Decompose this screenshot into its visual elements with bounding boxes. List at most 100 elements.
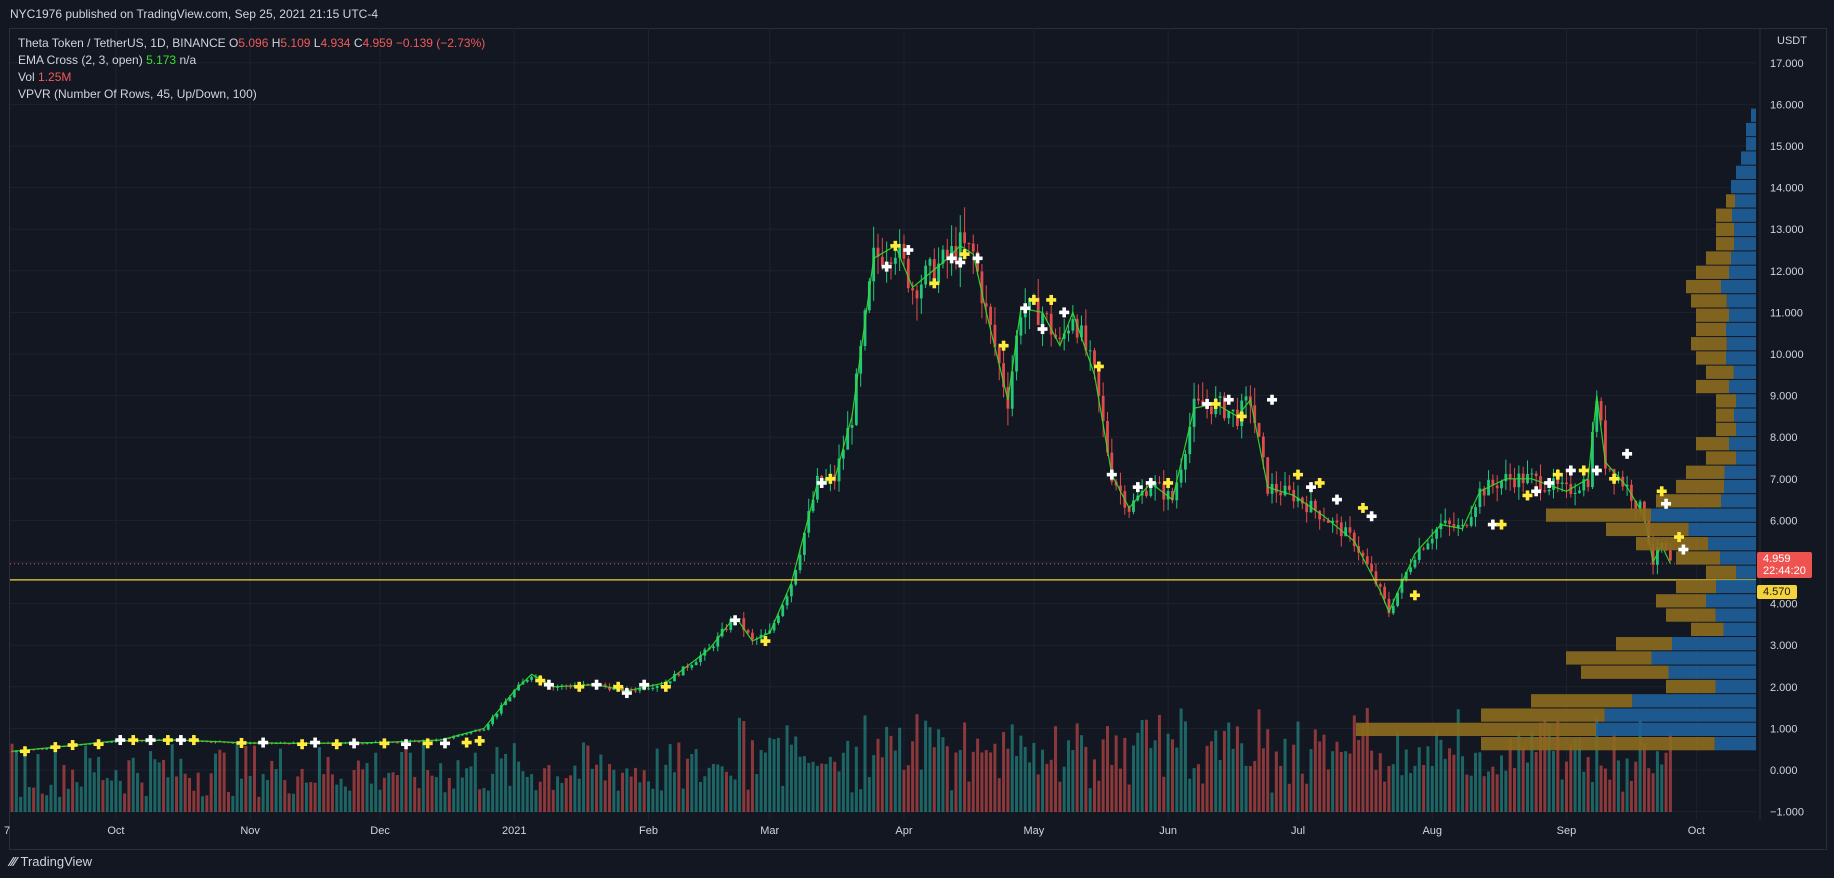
vp-down-row <box>1716 237 1734 251</box>
volume-bar <box>1513 767 1517 812</box>
volume-bar <box>915 714 919 812</box>
vpvr-label[interactable]: VPVR (Number Of Rows, 45, Up/Down, 100) <box>18 87 257 101</box>
y-tick-label: 1.000 <box>1770 723 1798 735</box>
volume-bar <box>1058 781 1062 812</box>
candle-body <box>1474 506 1477 517</box>
candle-body <box>1595 401 1599 432</box>
volume-bar <box>1378 753 1382 812</box>
vp-down-row <box>1696 437 1729 451</box>
y-tick-label: 6.000 <box>1770 515 1798 527</box>
candle-body <box>802 532 806 555</box>
volume-bar <box>590 768 594 812</box>
vp-up-row <box>1729 308 1756 322</box>
candles <box>10 207 1672 753</box>
y-tick-label: 12.000 <box>1770 266 1804 278</box>
candle-body <box>486 724 490 730</box>
volume-bar <box>456 760 460 812</box>
candle-body <box>1495 485 1499 489</box>
vp-up-row <box>1632 694 1756 708</box>
volume-bar <box>1422 764 1426 812</box>
tradingview-mark-icon: ⁄⁄⁄ <box>10 854 17 869</box>
volume-bar <box>993 743 997 812</box>
y-tick-label: 17.000 <box>1770 58 1804 70</box>
candle-body <box>1145 490 1148 496</box>
volume-bar <box>642 770 646 812</box>
candle-body <box>482 729 486 731</box>
volume-bar <box>711 764 715 812</box>
candle-body <box>919 284 923 299</box>
cross-v <box>425 738 430 749</box>
volume-bar <box>759 750 763 812</box>
candle-body <box>634 690 637 692</box>
volume-bar <box>1114 735 1118 812</box>
open-label: O <box>229 36 239 50</box>
y-tick-label: 9.000 <box>1770 391 1798 403</box>
candle-body <box>1668 550 1672 561</box>
symbol-label[interactable]: Theta Token / TetherUS, 1D, BINANCE <box>18 36 226 50</box>
volume-bar <box>1214 730 1218 812</box>
signal-cross-icon <box>1357 502 1368 513</box>
signal-cross-icon <box>1331 494 1342 505</box>
candle-body <box>1261 436 1265 458</box>
volume-bar <box>92 772 96 812</box>
level-price: 4.570 <box>1763 586 1791 598</box>
vp-up-row <box>1734 222 1756 237</box>
volume-bar <box>287 793 291 812</box>
signal-cross-icon <box>574 681 585 692</box>
volume-bar <box>1248 766 1252 812</box>
volume-bar <box>1296 721 1300 812</box>
candle-body <box>854 373 858 425</box>
volume-bar <box>603 780 607 812</box>
vp-up-row <box>1720 551 1756 565</box>
volume-bar <box>1569 744 1573 812</box>
volume-bar <box>1608 779 1612 812</box>
candle-body <box>1101 395 1105 421</box>
candle-body <box>1383 586 1387 599</box>
volume-bar <box>153 759 157 812</box>
cross-v <box>625 688 629 699</box>
candle-body <box>1257 423 1261 437</box>
volume-bar <box>1331 751 1335 812</box>
signal-cross-icon <box>1544 477 1555 488</box>
volume-bar <box>1526 762 1529 812</box>
currency-label[interactable]: USDT <box>1777 35 1807 47</box>
volume-bar <box>404 742 408 812</box>
volume-bar <box>317 747 321 812</box>
volume-bar <box>798 756 802 812</box>
cross-v <box>1677 532 1681 543</box>
candle-body <box>1331 520 1335 523</box>
candle-body <box>694 662 698 666</box>
volume-bar <box>794 736 798 812</box>
y-tick-label: 16.000 <box>1770 99 1804 111</box>
cross-v <box>893 240 898 251</box>
signal-cross-icon <box>19 746 30 757</box>
volume-bar <box>512 743 516 812</box>
signal-cross-icon <box>1046 294 1057 305</box>
volume-bar <box>1136 732 1140 812</box>
volume-bar <box>136 772 140 812</box>
cross-v <box>192 735 196 746</box>
volume-bar <box>980 752 984 812</box>
tradingview-logo[interactable]: ⁄⁄⁄ TradingView <box>10 854 92 869</box>
vp-up-row <box>1726 351 1756 365</box>
volume-bar <box>235 742 239 812</box>
volume-bar <box>205 795 209 812</box>
vp-down-row <box>1676 551 1720 565</box>
vol-label[interactable]: Vol <box>18 70 35 84</box>
cross-v <box>443 738 447 749</box>
candle-body <box>1435 529 1438 539</box>
ema-label[interactable]: EMA Cross (2, 3, open) <box>18 53 143 67</box>
volume-bar <box>1257 709 1261 812</box>
vp-up-row <box>1729 265 1756 279</box>
volume-bar <box>746 789 750 812</box>
signal-cross-icon <box>1132 482 1143 493</box>
candle-body <box>699 655 702 663</box>
volume-bar <box>209 773 213 812</box>
volume-bar <box>720 766 724 812</box>
candle-body <box>621 686 624 692</box>
cross-v <box>664 681 668 692</box>
volume-bar <box>1573 737 1577 812</box>
volume-bar <box>1028 762 1032 812</box>
candle-body <box>1296 497 1300 502</box>
